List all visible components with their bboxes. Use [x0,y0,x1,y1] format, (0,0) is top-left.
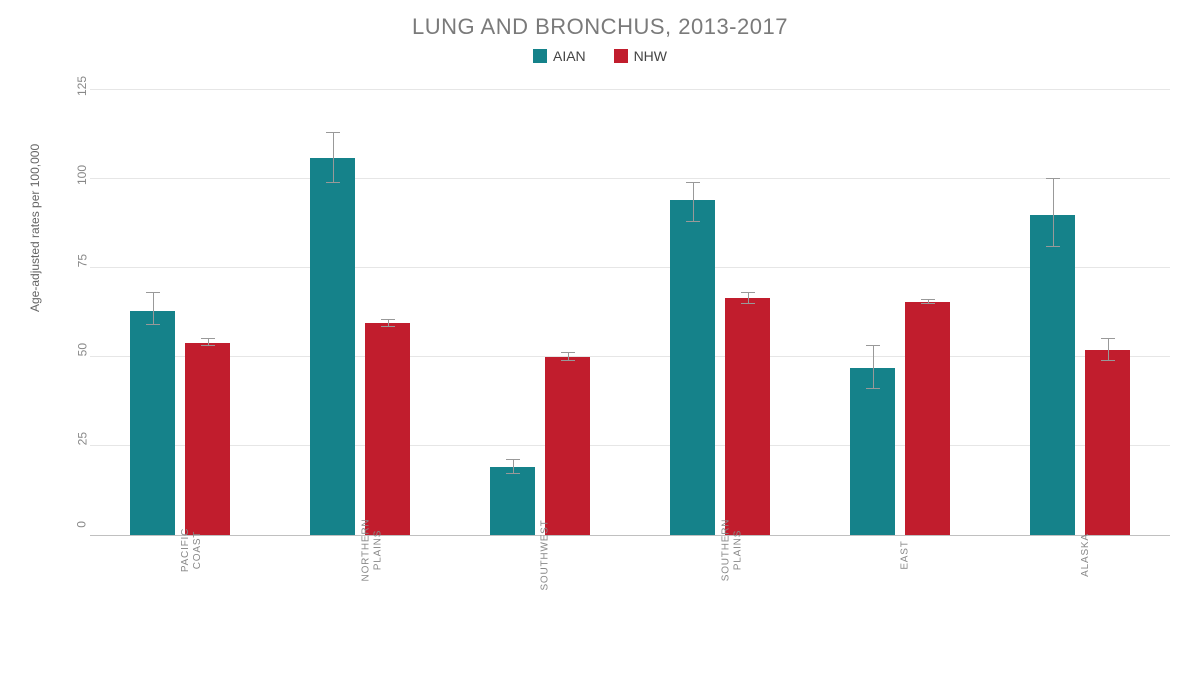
bar-aian [670,200,715,535]
bar-nhw [185,343,230,535]
y-tick: 75 [75,254,89,267]
bar-aian [850,368,895,535]
category-group: EAST [810,90,990,535]
legend-label-nhw: NHW [634,48,667,64]
legend-swatch-nhw [614,49,628,63]
x-tick-label: PACIFIC COAST [90,550,270,575]
x-tick-label: EAST [810,550,990,568]
bar-aian [130,311,175,535]
category-group: PACIFIC COAST [90,90,270,535]
legend-swatch-aian [533,49,547,63]
chart-container: LUNG AND BRONCHUS, 2013-2017 AIAN NHW Ag… [0,0,1200,675]
x-tick-label: SOUTHERN PLAINS [630,550,810,575]
legend-label-aian: AIAN [553,48,586,64]
category-group: SOUTHWEST [450,90,630,535]
x-tick-label: NORTHERN PLAINS [270,550,450,575]
y-tick: 125 [75,76,89,96]
y-tick: 0 [75,521,89,528]
bar-aian [1030,215,1075,535]
category-group: ALASKA [990,90,1170,535]
legend-item-nhw: NHW [614,48,667,64]
category-group: NORTHERN PLAINS [270,90,450,535]
y-tick: 100 [75,165,89,185]
chart-title: LUNG AND BRONCHUS, 2013-2017 [0,14,1200,40]
category-group: SOUTHERN PLAINS [630,90,810,535]
y-tick: 25 [75,432,89,445]
bar-nhw [725,298,770,535]
y-axis-label: Age-adjusted rates per 100,000 [28,144,42,312]
y-tick: 50 [75,343,89,356]
bar-nhw [905,302,950,535]
legend: AIAN NHW [0,48,1200,66]
bar-nhw [545,357,590,535]
bar-nhw [365,323,410,535]
plot-area: 0255075100125PACIFIC COASTNORTHERN PLAIN… [90,90,1170,536]
bar-nhw [1085,350,1130,535]
legend-item-aian: AIAN [533,48,586,64]
bar-aian [490,467,535,535]
x-tick-label: SOUTHWEST [450,550,630,568]
x-tick-label: ALASKA [990,550,1170,568]
bar-aian [310,158,355,535]
